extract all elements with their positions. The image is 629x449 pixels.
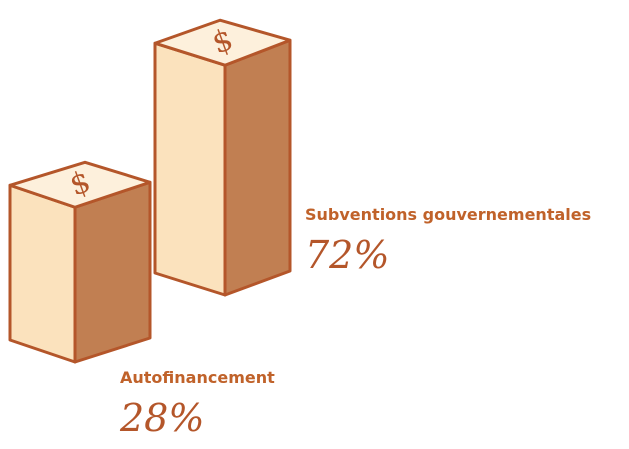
box-front-face	[10, 185, 75, 362]
chart: $ Autofinancement 28% $ Subventions gouverne…	[0, 0, 629, 449]
box-front-face	[155, 43, 225, 295]
box: $	[155, 20, 290, 295]
box-side-face	[225, 40, 290, 295]
page: $ Autofinancement 28% $ Subventions gouverne…	[0, 0, 629, 449]
value-label: 28%	[119, 396, 204, 440]
box-side-face	[75, 182, 150, 362]
value-label: 72%	[305, 233, 389, 277]
category-label: Subventions gouvernementales	[305, 205, 591, 224]
box: $	[10, 162, 150, 362]
category-label: Autofinancement	[120, 368, 275, 387]
